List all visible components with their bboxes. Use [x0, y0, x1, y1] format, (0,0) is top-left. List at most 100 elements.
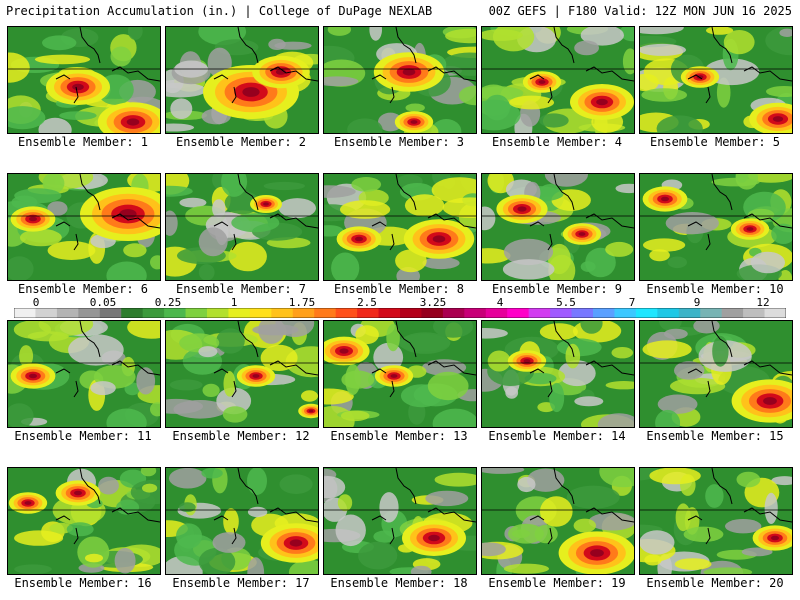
colorbar-bin: [614, 308, 637, 318]
colorbar-tick-label: 0.25: [154, 296, 182, 309]
precip-field: [640, 321, 792, 427]
ensemble-map-13: [323, 320, 477, 428]
precip-field: [166, 468, 318, 574]
colorbar-bin: [507, 308, 530, 318]
colorbar-bin: [121, 308, 144, 318]
ensemble-member-label: Ensemble Member: 4: [491, 135, 623, 149]
ensemble-map-4: [481, 26, 635, 134]
colorbar-bin: [142, 308, 165, 318]
colorbar-tick-label: 0.05: [89, 296, 117, 309]
precip-field: [8, 321, 160, 427]
colorbar-bin: [164, 308, 187, 318]
precip-field: [324, 468, 476, 574]
colorbar-bin: [593, 308, 615, 318]
ensemble-member-label: Ensemble Member: 16: [14, 576, 152, 590]
colorbar-bin: [678, 308, 701, 318]
ensemble-member-label: Ensemble Member: 8: [333, 282, 465, 296]
ensemble-map-14: [481, 320, 635, 428]
ensemble-member-label: Ensemble Member: 5: [649, 135, 781, 149]
ensemble-map-2: [165, 26, 319, 134]
colorbar-bin: [228, 308, 251, 318]
ensemble-member-label: Ensemble Member: 9: [491, 282, 623, 296]
ensemble-member-label: Ensemble Member: 17: [172, 576, 310, 590]
precip-field: [8, 468, 160, 574]
colorbar-tick-label: 7: [628, 296, 636, 309]
colorbar-bin: [464, 308, 487, 318]
colorbar-bin: [400, 308, 422, 318]
colorbar-tick-label: 3.25: [419, 296, 447, 309]
colorbar-tick-label: 1: [230, 296, 238, 309]
colorbar-bin: [485, 308, 508, 318]
ensemble-member-label: Ensemble Member: 13: [330, 429, 468, 443]
ensemble-map-1: [7, 26, 161, 134]
colorbar-bin: [764, 308, 786, 318]
ensemble-map-18: [323, 467, 477, 575]
colorbar-bin: [721, 308, 744, 318]
colorbar-tick-label: 5.5: [556, 296, 576, 309]
ensemble-member-label: Ensemble Member: 3: [333, 135, 465, 149]
colorbar-tick-label: 2.5: [357, 296, 377, 309]
precip-field: [640, 174, 792, 280]
precip-field: [8, 27, 160, 133]
colorbar-bin: [207, 308, 229, 318]
ensemble-map-15: [639, 320, 793, 428]
colorbar-bin: [550, 308, 573, 318]
precip-colorbar: [14, 308, 786, 318]
colorbar-bin: [528, 308, 551, 318]
ensemble-member-label: Ensemble Member: 20: [646, 576, 784, 590]
ensemble-map-7: [165, 173, 319, 281]
ensemble-map-19: [481, 467, 635, 575]
colorbar-bin: [700, 308, 723, 318]
colorbar-bin: [335, 308, 358, 318]
colorbar-tick-label: 12: [756, 296, 770, 309]
ensemble-map-20: [639, 467, 793, 575]
colorbar-bin: [657, 308, 680, 318]
ensemble-member-label: Ensemble Member: 14: [488, 429, 626, 443]
ensemble-member-label: Ensemble Member: 18: [330, 576, 468, 590]
ensemble-member-label: Ensemble Member: 15: [646, 429, 784, 443]
map-title: Precipitation Accumulation (in.) | Colle…: [6, 4, 433, 18]
colorbar-tick-label: 0: [32, 296, 40, 309]
ensemble-map-12: [165, 320, 319, 428]
colorbar-tick-label: 4: [496, 296, 504, 309]
colorbar-bin: [185, 308, 208, 318]
colorbar-bin: [249, 308, 272, 318]
precip-field: [324, 321, 476, 427]
colorbar-bin: [78, 308, 101, 318]
ensemble-member-label: Ensemble Member: 6: [17, 282, 149, 296]
precip-field: [482, 321, 634, 427]
colorbar-bin: [378, 308, 401, 318]
precip-field: [640, 468, 792, 574]
ensemble-map-16: [7, 467, 161, 575]
colorbar-bin: [99, 308, 122, 318]
precip-field: [166, 321, 318, 427]
ensemble-map-17: [165, 467, 319, 575]
colorbar-bin: [635, 308, 658, 318]
precip-field: [166, 174, 318, 280]
ensemble-member-label: Ensemble Member: 12: [172, 429, 310, 443]
colorbar-bin: [357, 308, 380, 318]
precip-field: [482, 468, 634, 574]
ensemble-map-3: [323, 26, 477, 134]
colorbar-bin: [35, 308, 58, 318]
model-run-info: 00Z GEFS | F180 Valid: 12Z MON JUN 16 20…: [488, 4, 792, 18]
colorbar-bin: [442, 308, 465, 318]
precip-field: [324, 174, 476, 280]
ensemble-map-10: [639, 173, 793, 281]
ensemble-member-label: Ensemble Member: 19: [488, 576, 626, 590]
ensemble-map-8: [323, 173, 477, 281]
precip-field: [482, 174, 634, 280]
ensemble-member-label: Ensemble Member: 1: [17, 135, 149, 149]
precip-field: [166, 27, 318, 133]
colorbar-bin: [743, 308, 766, 318]
ensemble-map-6: [7, 173, 161, 281]
precip-field: [324, 27, 476, 133]
colorbar-bin: [571, 308, 594, 318]
ensemble-map-11: [7, 320, 161, 428]
colorbar-bin: [292, 308, 315, 318]
ensemble-member-label: Ensemble Member: 10: [646, 282, 784, 296]
ensemble-member-label: Ensemble Member: 11: [14, 429, 152, 443]
precip-field: [8, 174, 160, 280]
colorbar-bin: [14, 308, 36, 318]
ensemble-map-5: [639, 26, 793, 134]
